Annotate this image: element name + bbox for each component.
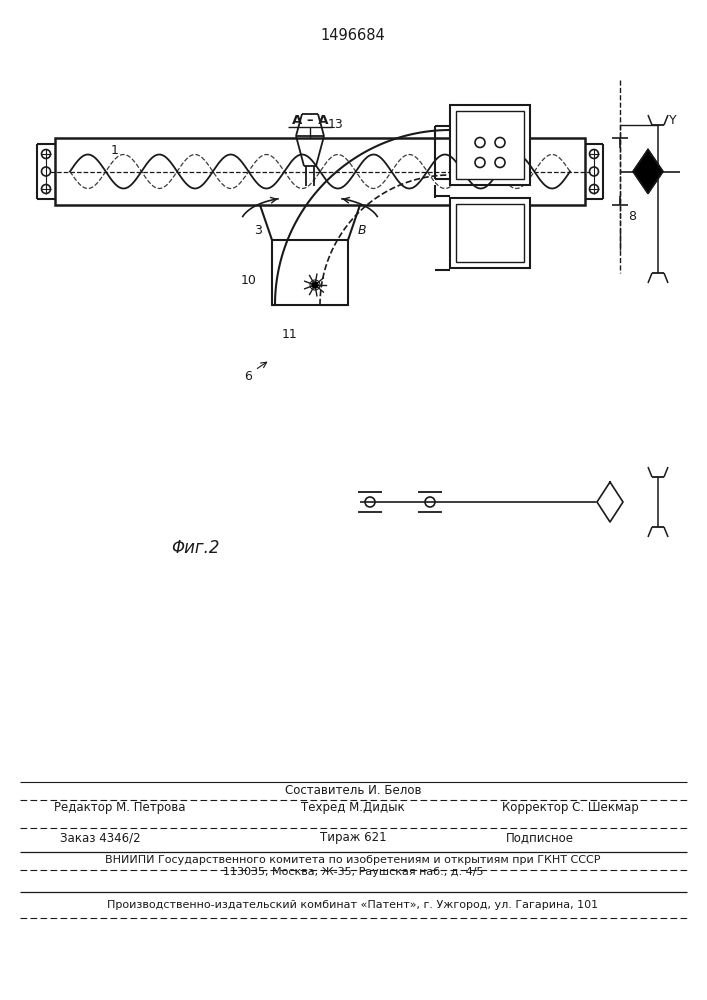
Circle shape	[312, 282, 318, 288]
Polygon shape	[597, 482, 623, 522]
Polygon shape	[633, 149, 663, 194]
Text: Производственно-издательский комбинат «Патент», г. Ужгород, ул. Гагарина, 101: Производственно-издательский комбинат «П…	[107, 900, 599, 910]
Bar	[456, 111, 524, 179]
Bar	[450, 198, 530, 268]
Text: 10: 10	[241, 273, 257, 286]
Text: 113035, Москва, Ж-35, Раушская наб., д. 4/5: 113035, Москва, Ж-35, Раушская наб., д. …	[223, 867, 484, 877]
Text: 1496684: 1496684	[321, 27, 385, 42]
Text: Подписное: Подписное	[506, 832, 574, 844]
Text: Φиг.2: Φиг.2	[171, 539, 219, 557]
Text: Тираж 621: Тираж 621	[320, 832, 386, 844]
Bar	[55, 138, 585, 205]
Text: Техред М.Дидык: Техред М.Дидык	[301, 800, 405, 814]
Text: Составитель И. Белов: Составитель И. Белов	[285, 784, 421, 796]
Bar	[450, 105, 530, 185]
Text: A – A: A – A	[292, 113, 328, 126]
Text: Заказ 4346/2: Заказ 4346/2	[59, 832, 140, 844]
Text: 12: 12	[287, 285, 301, 295]
Text: 8: 8	[628, 211, 636, 224]
Text: 11: 11	[282, 328, 298, 342]
Text: 3: 3	[254, 224, 262, 236]
Text: 13: 13	[328, 117, 344, 130]
Text: B: B	[358, 224, 366, 236]
Text: Редактор М. Петрова: Редактор М. Петрова	[54, 800, 186, 814]
Text: 6: 6	[244, 370, 252, 383]
Text: Y: Y	[670, 113, 677, 126]
Text: Корректор С. Шекмар: Корректор С. Шекмар	[502, 800, 638, 814]
Bar	[456, 204, 524, 262]
Bar	[272, 240, 348, 305]
Text: ВНИИПИ Государственного комитета по изобретениям и открытиям при ГКНТ СССР: ВНИИПИ Государственного комитета по изоб…	[105, 855, 601, 865]
Text: 1: 1	[111, 143, 119, 156]
